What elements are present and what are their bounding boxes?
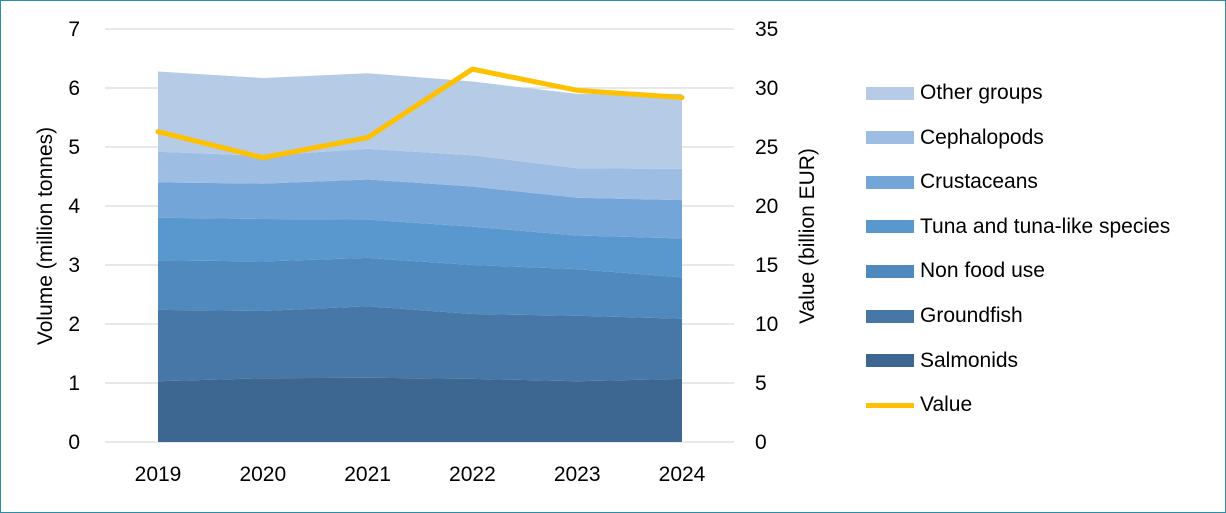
legend-label: Crustaceans	[920, 170, 1038, 194]
area-cephalopods	[158, 148, 682, 201]
y2-tick-label: 35	[755, 18, 778, 41]
legend-label: Groundfish	[920, 304, 1023, 327]
legend-line-swatch	[866, 402, 914, 408]
legend-item: Value	[866, 390, 972, 420]
legend-color-swatch	[866, 131, 914, 145]
area-groundfish	[158, 306, 682, 382]
legend-label: Other groups	[920, 81, 1043, 104]
legend-color-swatch	[866, 309, 914, 323]
area-non-food-use	[158, 257, 682, 319]
value-line	[155, 66, 685, 161]
area-salmonids	[158, 377, 682, 442]
y-axis-title: Volume (million tonnes)	[34, 127, 57, 345]
legend-label: Salmonids	[920, 348, 1019, 372]
x-tick-label: 2021	[344, 463, 391, 486]
x-axis-ticks: 2019 2020 2021 2022 2023 2024	[135, 463, 706, 486]
legend-color-swatch	[866, 86, 914, 100]
area-crustaceans	[158, 179, 682, 239]
right-axis-ticks: 0 5 10 15 20 25 30 35	[755, 18, 778, 454]
area-series-group	[158, 71, 682, 442]
legend-item: Non food use	[866, 256, 1045, 286]
legend-item: Crustaceans	[866, 167, 1038, 197]
y-tick-label: 5	[68, 136, 80, 159]
legend-item: Tuna and tuna-like species	[866, 212, 1170, 242]
legend-item: Groundfish	[866, 301, 1023, 331]
y2-tick-label: 15	[755, 254, 778, 277]
legend-label: Cephalopods	[920, 125, 1044, 149]
legend-item: Other groups	[866, 78, 1043, 108]
y-tick-label: 0	[68, 431, 80, 454]
legend-item: Cephalopods	[866, 123, 1044, 153]
legend-label: Non food use	[920, 259, 1045, 283]
y-tick-label: 7	[68, 18, 80, 41]
y2-tick-label: 30	[755, 77, 778, 100]
legend-label: Tuna and tuna-like species	[920, 214, 1171, 238]
y-tick-label: 4	[68, 195, 80, 218]
legend-color-swatch	[866, 175, 914, 189]
x-tick-label: 2023	[554, 463, 601, 486]
value-line-group	[155, 66, 685, 161]
area-other-groups	[158, 71, 682, 169]
y2-axis-title: Value (billion EUR)	[796, 148, 819, 324]
y2-tick-label: 20	[755, 195, 778, 218]
y-tick-label: 6	[68, 77, 80, 100]
y-tick-label: 2	[68, 313, 80, 336]
legend-color-swatch	[866, 354, 914, 368]
y-tick-label: 1	[68, 372, 80, 395]
x-tick-label: 2019	[135, 463, 182, 486]
legend-label: Value	[920, 393, 973, 417]
x-tick-label: 2024	[659, 463, 706, 486]
x-tick-label: 2022	[449, 463, 496, 486]
y2-tick-label: 0	[755, 431, 767, 454]
x-tick-label: 2020	[239, 463, 286, 486]
legend-item: Salmonids	[866, 346, 1018, 376]
y-tick-label: 3	[68, 254, 80, 277]
left-axis-ticks: 0 1 2 3 4 5 6 7	[68, 18, 80, 454]
legend-color-swatch	[866, 220, 914, 234]
y2-tick-label: 5	[755, 372, 767, 395]
y2-tick-label: 10	[755, 313, 778, 336]
legend-color-swatch	[866, 264, 914, 278]
area-tuna-and-tuna-like-species	[158, 217, 682, 278]
y2-tick-label: 25	[755, 136, 778, 159]
